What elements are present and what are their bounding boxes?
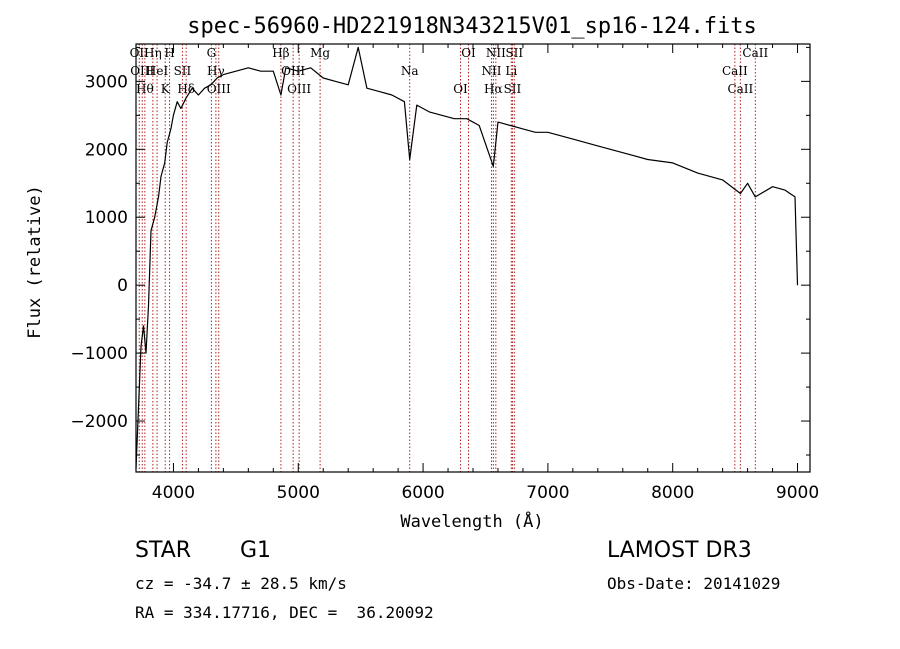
y-tick-label: 1000 bbox=[85, 208, 128, 228]
x-tick-label: 5000 bbox=[277, 483, 320, 503]
y-tick-label: 0 bbox=[117, 276, 128, 296]
series-layer bbox=[135, 46, 799, 469]
object-subclass: G1 bbox=[240, 538, 272, 563]
spectral-line-label: OII bbox=[130, 46, 150, 60]
plot-frame bbox=[135, 43, 811, 473]
spectral-lines-layer bbox=[138, 44, 756, 472]
x-tick-label: 9000 bbox=[776, 483, 819, 503]
spectral-line-label: SII bbox=[504, 82, 522, 96]
spectral-line-label: Hη bbox=[144, 46, 162, 60]
redshift-velocity: cz = -34.7 ± 28.5 km/s bbox=[135, 574, 347, 593]
spectral-line-label: G bbox=[207, 46, 217, 60]
spectral-line-label: CaII bbox=[742, 46, 768, 60]
spectral-line-label: Hγ bbox=[207, 64, 225, 78]
y-tick-label: 2000 bbox=[85, 140, 128, 160]
survey-name: LAMOST DR3 bbox=[607, 538, 752, 563]
x-axis-label: Wavelength (Å) bbox=[400, 510, 543, 532]
spectral-line-label: OI bbox=[461, 46, 476, 60]
sky-coordinates: RA = 334.17716, DEC = 36.20092 bbox=[135, 603, 434, 622]
spectral-line-labels: OIIOIIIHθHηHeIKHSIIHδGHγOIIIHβOIIIOIIIMg… bbox=[130, 46, 769, 96]
spectral-line-label: Li bbox=[505, 64, 517, 78]
x-tick-label: 4000 bbox=[152, 483, 195, 503]
axis-ticks: 4000 5000 6000 7000 8000 9000 −2000 −1000 0 1000 2… bbox=[70, 44, 819, 503]
x-tick-label: 6000 bbox=[401, 483, 444, 503]
observation-date: Obs-Date: 20141029 bbox=[607, 574, 781, 593]
y-axis-label: Flux (relative) bbox=[25, 185, 45, 339]
spectral-line-label: CaII bbox=[722, 64, 748, 78]
spectral-line-label: Hθ bbox=[136, 82, 154, 96]
spectral-line-label: Hα bbox=[484, 82, 503, 96]
spectrum-line bbox=[135, 46, 799, 469]
spectral-line-label: OIII bbox=[281, 64, 305, 78]
spectral-line-label: HeI bbox=[146, 64, 169, 78]
spectral-line-label: Hβ bbox=[272, 46, 289, 60]
spectral-line-label: NII bbox=[486, 46, 506, 60]
x-tick-label: 8000 bbox=[651, 483, 694, 503]
spectral-line-label: SII bbox=[505, 46, 523, 60]
spectral-line-label: K bbox=[161, 82, 171, 96]
x-tick-label: 7000 bbox=[526, 483, 569, 503]
spectral-line-label: OIII bbox=[287, 82, 311, 96]
spectral-line-label: SII bbox=[174, 64, 192, 78]
spectral-line-label: Hδ bbox=[177, 82, 195, 96]
spectral-line-label: NII bbox=[481, 64, 501, 78]
spectral-line-label: OIII bbox=[207, 82, 231, 96]
y-tick-label: 3000 bbox=[85, 72, 128, 92]
axes bbox=[135, 43, 811, 473]
spectral-line-label: OI bbox=[453, 82, 468, 96]
y-tick-label: −1000 bbox=[70, 344, 128, 364]
spectral-line-label: H bbox=[164, 46, 174, 60]
y-tick-label: −2000 bbox=[70, 412, 128, 432]
spectral-line-label: CaII bbox=[727, 82, 753, 96]
spectral-line-label: Mg bbox=[310, 46, 330, 60]
object-class: STAR bbox=[135, 538, 192, 563]
spectral-line-label: Na bbox=[401, 64, 419, 78]
chart-title: spec-56960-HD221918N343215V01_sp16-124.f… bbox=[187, 14, 757, 39]
